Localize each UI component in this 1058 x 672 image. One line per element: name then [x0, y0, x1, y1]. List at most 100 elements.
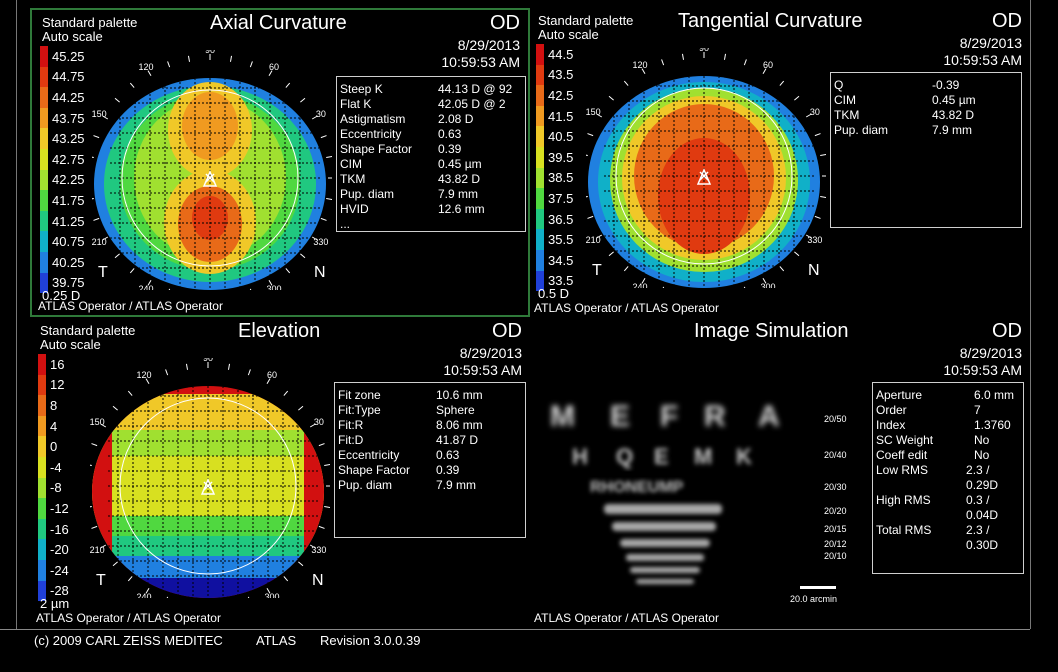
- svg-text:K: K: [736, 444, 752, 469]
- scale-value: 8: [50, 397, 58, 413]
- angle-tick: [300, 97, 306, 103]
- info-row: Fit zone 10.6 mm: [338, 388, 522, 403]
- angle-tick: [93, 135, 100, 139]
- scale-swatch: [38, 559, 46, 581]
- panel-title: Image Simulation: [694, 320, 849, 342]
- scale-swatch: [40, 190, 48, 211]
- info-value: 12.6 mm: [438, 202, 485, 216]
- info-row: Fit:Type Sphere: [338, 403, 522, 418]
- info-value: 2.3 / 0.30D: [966, 523, 999, 552]
- scale-value: 42.25: [52, 172, 85, 188]
- scale-entry: 41.75: [40, 190, 92, 211]
- scale-swatch: [536, 64, 544, 86]
- angle-tick: [90, 505, 92, 508]
- angle-tick: [92, 197, 94, 200]
- info-key: Astigmatism: [340, 112, 406, 126]
- scale-value: -8: [50, 480, 62, 496]
- snellen-row-3: RHONEUMP: [590, 479, 684, 496]
- scale-value: 41.25: [52, 213, 85, 229]
- elevation-panel[interactable]: Standard palette Auto scale Elevation OD …: [30, 318, 530, 627]
- map-band: [92, 394, 324, 434]
- exam-date: 8/29/2013: [959, 345, 1022, 361]
- tangential-curvature-panel[interactable]: Standard palette Auto scale Tangential Cu…: [532, 8, 1030, 317]
- info-row: Pup. diam 7.9 mm: [340, 187, 522, 202]
- info-value: 0.63: [436, 448, 460, 462]
- axial-map[interactable]: 9060300330300270240210180150120: [92, 50, 332, 290]
- info-row: CIM 0.45 µm: [340, 157, 522, 172]
- angle-label: 210: [586, 235, 601, 245]
- info-key: ...: [340, 217, 351, 231]
- corneal-vertex-icon: [202, 170, 218, 187]
- acuity-label: 20/15: [824, 524, 847, 534]
- angle-tick: [779, 80, 785, 86]
- scale-entry: 35.5: [536, 229, 588, 250]
- info-key: Shape Factor: [340, 142, 413, 156]
- scale-entry: 43.75: [40, 107, 92, 129]
- corneal-vertex-icon: [696, 168, 712, 185]
- scale-entry: 42.5: [536, 85, 588, 106]
- angle-tick: [247, 596, 250, 598]
- angle-tick: [814, 133, 821, 137]
- angle-tick: [268, 70, 273, 77]
- angle-tick: [298, 561, 304, 567]
- angle-tick: [311, 115, 318, 120]
- scale-value: 4: [50, 418, 58, 434]
- elevation-map[interactable]: 9060300330300270240210180150120: [90, 358, 330, 598]
- angle-label: 300: [760, 282, 775, 288]
- angle-tick: [114, 253, 120, 259]
- scale-entry: 43.25: [40, 128, 92, 149]
- angle-label: 210: [90, 545, 105, 555]
- angle-label: 120: [138, 62, 153, 72]
- angle-tick: [320, 135, 327, 139]
- scale-value: -28: [50, 583, 69, 599]
- angle-label: 60: [763, 60, 773, 70]
- info-key: Q: [834, 78, 844, 92]
- right-frame-line: [1030, 0, 1031, 629]
- info-value: 8.06 mm: [436, 418, 483, 432]
- exam-date: 8/29/2013: [457, 37, 520, 53]
- angle-tick: [283, 390, 289, 396]
- axial-curvature-panel[interactable]: Standard palette Auto scale Axial Curvatu…: [30, 8, 530, 317]
- scale-value: -24: [50, 562, 69, 578]
- scale-swatch: [536, 188, 544, 209]
- acuity-label: 20/50: [824, 414, 847, 424]
- scale-swatch: [38, 436, 46, 457]
- scale-swatch: [536, 270, 544, 292]
- tangential-info-box: Q -0.39 CIM 0.45 µm TKM 43.82 D Pup. diam 7.9 m…: [830, 72, 1022, 228]
- info-row: Astigmatism 2.08 D: [340, 112, 522, 127]
- scale-value: 40.5: [548, 129, 574, 145]
- scale-value: 43.75: [52, 110, 85, 126]
- scale-entry: 41.5: [536, 105, 588, 127]
- angle-label: 150: [92, 109, 107, 119]
- angle-label: 150: [586, 107, 601, 117]
- scale-value: 44.25: [52, 89, 85, 105]
- scale-swatch: [38, 456, 46, 478]
- palette-label: Standard palette Auto scale: [40, 323, 136, 352]
- info-value: No: [974, 448, 990, 462]
- svg-text:R: R: [704, 400, 726, 433]
- image-simulation-panel[interactable]: Image Simulation OD 8/29/2013 10:59:53 A…: [532, 318, 1030, 627]
- scale-swatch: [40, 46, 48, 67]
- angle-label: 240: [138, 284, 153, 290]
- scale-swatch: [40, 251, 48, 273]
- scale-swatch: [536, 44, 544, 65]
- angle-label: 300: [266, 284, 281, 290]
- scale-value: 39.75: [52, 275, 85, 291]
- scale-value: 12: [50, 377, 65, 393]
- info-key: Fit:Type: [338, 403, 381, 417]
- info-value: 7: [974, 403, 981, 417]
- info-key: CIM: [340, 157, 362, 171]
- angle-label: 60: [269, 62, 279, 72]
- tangential-map[interactable]: 9060300330300270240210180150120: [586, 48, 826, 288]
- info-key: Order: [876, 403, 907, 417]
- scale-swatch: [38, 415, 46, 437]
- scale-swatch: [38, 374, 46, 396]
- angle-tick: [127, 576, 133, 582]
- map-band: [92, 430, 324, 456]
- info-row: Pup. diam 7.9 mm: [834, 123, 1018, 138]
- operator-label: ATLAS Operator / ATLAS Operator: [36, 611, 221, 625]
- angle-tick: [90, 464, 92, 467]
- scale-entry: 40.5: [536, 126, 588, 147]
- info-row: Flat K 42.05 D @ 2: [340, 97, 522, 112]
